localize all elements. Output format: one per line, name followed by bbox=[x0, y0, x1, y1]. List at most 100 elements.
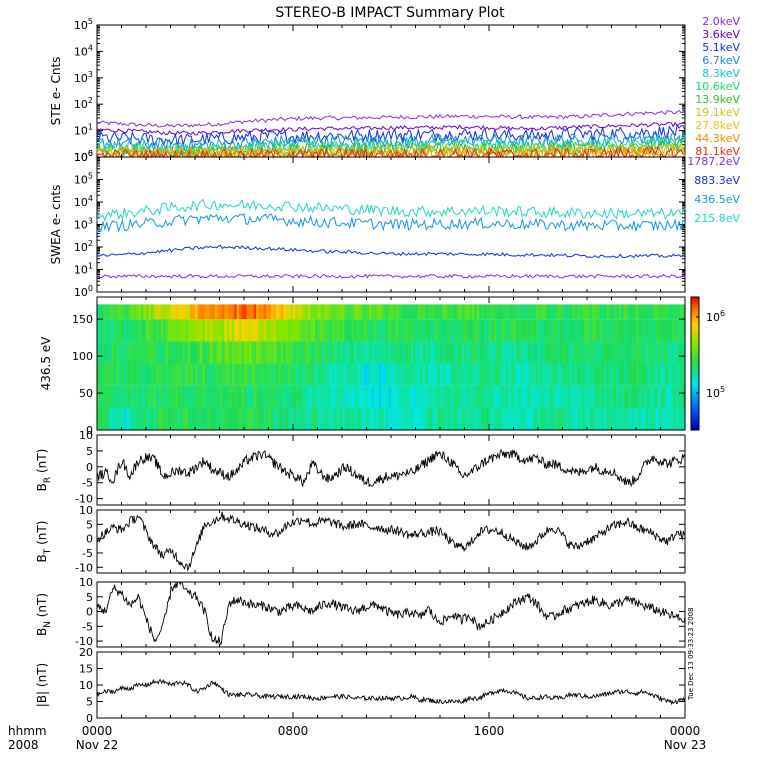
heatmap-cell bbox=[150, 385, 154, 408]
heatmap-cell bbox=[489, 319, 493, 342]
heatmap-cell bbox=[579, 407, 583, 430]
colorbar-segment bbox=[691, 394, 699, 398]
heatmap-cell bbox=[263, 363, 267, 386]
heatmap-cell bbox=[104, 363, 108, 386]
heatmap-cell bbox=[381, 319, 385, 342]
heatmap-cell bbox=[511, 363, 515, 386]
heatmap-cell bbox=[332, 407, 336, 430]
heatmap-cell bbox=[119, 385, 123, 408]
colorbar-segment bbox=[691, 390, 699, 393]
heatmap-cell bbox=[150, 304, 154, 320]
ste-series-line bbox=[96, 143, 686, 159]
heatmap-cell bbox=[351, 407, 355, 430]
heatmap-cell bbox=[410, 385, 414, 408]
heatmap-cell bbox=[430, 341, 434, 364]
heatmap-cell bbox=[153, 304, 157, 320]
heatmap-cell bbox=[440, 341, 444, 364]
heatmap-cell bbox=[224, 304, 228, 320]
heatmap-cell bbox=[138, 341, 142, 364]
heatmap-cell bbox=[383, 407, 387, 430]
heatmap-cell bbox=[599, 407, 603, 430]
heatmap-cell bbox=[258, 407, 262, 430]
heatmap-cell bbox=[148, 385, 152, 408]
heatmap-cell bbox=[170, 319, 174, 342]
heatmap-cell bbox=[601, 319, 605, 342]
heatmap-cell bbox=[400, 385, 404, 408]
colorbar-segment bbox=[691, 376, 699, 380]
heatmap-cell bbox=[417, 341, 421, 364]
heatmap-cell bbox=[498, 363, 502, 386]
heatmap-cell bbox=[334, 304, 338, 320]
heatmap-cell bbox=[312, 341, 316, 364]
heatmap-cell bbox=[591, 304, 595, 320]
heatmap-cell bbox=[626, 407, 630, 430]
heatmap-cell bbox=[474, 304, 478, 320]
heatmap-cell bbox=[226, 341, 230, 364]
heatmap-cell bbox=[393, 304, 397, 320]
heatmap-cell bbox=[538, 319, 542, 342]
heatmap-cell bbox=[136, 341, 140, 364]
heatmap-cell bbox=[572, 363, 576, 386]
heatmap-cell bbox=[290, 407, 294, 430]
heatmap-cell bbox=[344, 304, 348, 320]
heatmap-cell bbox=[275, 304, 279, 320]
heatmap-cell bbox=[258, 385, 262, 408]
heatmap-cell bbox=[599, 319, 603, 342]
heatmap-cell bbox=[645, 363, 649, 386]
heatmap-cell bbox=[278, 385, 282, 408]
heatmap-cell bbox=[123, 319, 127, 342]
heatmap-cell bbox=[226, 407, 230, 430]
heatmap-cell bbox=[508, 363, 512, 386]
heatmap-cell bbox=[302, 407, 306, 430]
heatmap-cell bbox=[626, 385, 630, 408]
heatmap-cell bbox=[547, 319, 551, 342]
heatmap-cell bbox=[474, 363, 478, 386]
heatmap-cell bbox=[297, 363, 301, 386]
heatmap-cell bbox=[589, 385, 593, 408]
heatmap-cell bbox=[420, 304, 424, 320]
heatmap-cell bbox=[391, 304, 395, 320]
heatmap-cell bbox=[650, 304, 654, 320]
heatmap-cell bbox=[503, 304, 507, 320]
heatmap-cell bbox=[567, 385, 571, 408]
heatmap-cell bbox=[266, 304, 270, 320]
heatmap-cell bbox=[574, 407, 578, 430]
heatmap-cell bbox=[476, 363, 480, 386]
swea-series-line bbox=[96, 198, 686, 222]
heatmap-cell bbox=[391, 363, 395, 386]
heatmap-cell bbox=[552, 304, 556, 320]
ste-legend-entry: 19.1keV bbox=[695, 106, 740, 119]
heatmap-cell bbox=[273, 363, 277, 386]
heatmap-cell bbox=[378, 319, 382, 342]
heatmap-cell bbox=[550, 363, 554, 386]
heatmap-cell bbox=[361, 304, 365, 320]
heatmap-cell bbox=[604, 319, 608, 342]
heatmap-cell bbox=[567, 407, 571, 430]
heatmap-cell bbox=[388, 304, 392, 320]
heatmap-cell bbox=[315, 319, 319, 342]
heatmap-cell bbox=[219, 341, 223, 364]
heatmap-cell bbox=[430, 363, 434, 386]
heatmap-cell bbox=[155, 304, 159, 320]
heatmap-cell bbox=[310, 304, 314, 320]
heatmap-cell bbox=[631, 363, 635, 386]
heatmap-cell bbox=[665, 385, 669, 408]
heatmap-cell bbox=[310, 319, 314, 342]
heatmap-cell bbox=[672, 407, 676, 430]
heatmap-cell bbox=[665, 341, 669, 364]
heatmap-cell bbox=[395, 304, 399, 320]
heatmap-cell bbox=[214, 341, 218, 364]
heatmap-cell bbox=[361, 319, 365, 342]
heatmap-cell bbox=[234, 304, 238, 320]
heatmap-cell bbox=[501, 385, 505, 408]
heatmap-cell bbox=[217, 304, 221, 320]
heatmap-cell bbox=[645, 407, 649, 430]
heatmap-cell bbox=[398, 304, 402, 320]
heatmap-cell bbox=[643, 385, 647, 408]
heatmap-cell bbox=[241, 319, 245, 342]
heatmap-cell bbox=[464, 319, 468, 342]
swea-ytick-label: 102 bbox=[74, 239, 93, 254]
heatmap-cell bbox=[256, 385, 260, 408]
heatmap-cell bbox=[376, 363, 380, 386]
